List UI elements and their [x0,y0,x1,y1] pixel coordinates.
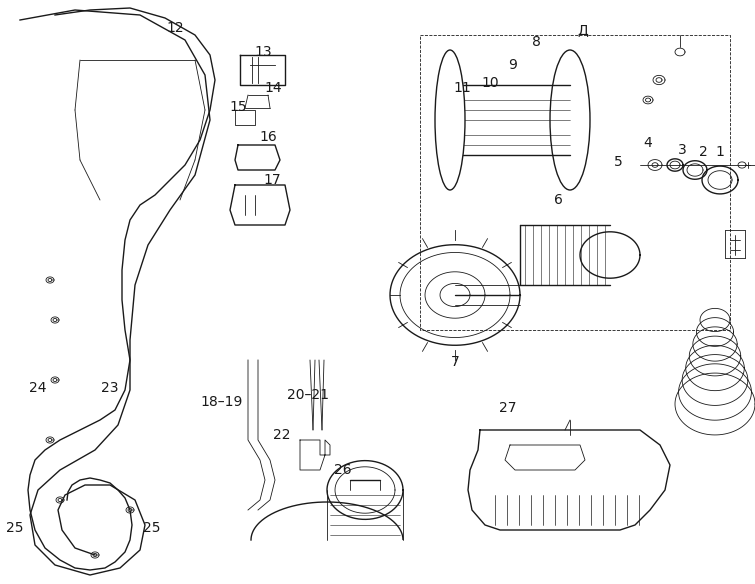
Text: 2: 2 [698,145,707,159]
Text: 16: 16 [259,130,277,144]
Text: 15: 15 [230,100,247,114]
Text: 6: 6 [553,193,562,207]
Text: Д: Д [578,23,588,37]
Text: 25: 25 [143,521,161,535]
Text: 9: 9 [509,58,517,72]
Text: 20–21: 20–21 [287,388,329,402]
Text: 24: 24 [29,381,47,395]
Text: 4: 4 [643,136,652,150]
Text: 27: 27 [499,401,516,415]
Text: 26: 26 [334,463,352,477]
Text: 5: 5 [614,155,622,169]
Text: 22: 22 [273,428,291,442]
Text: 1: 1 [716,145,725,159]
Text: 10: 10 [481,76,499,90]
Text: 17: 17 [263,173,281,187]
Text: 25: 25 [6,521,23,535]
Text: 23: 23 [101,381,119,395]
Text: 7: 7 [451,355,459,369]
Text: 14: 14 [264,81,282,95]
Text: 3: 3 [678,143,686,157]
Text: 11: 11 [453,81,471,95]
Text: 8: 8 [532,35,541,49]
Text: 18–19: 18–19 [201,395,243,409]
Text: 13: 13 [254,45,272,59]
Ellipse shape [435,50,465,190]
Text: 12: 12 [166,21,183,35]
